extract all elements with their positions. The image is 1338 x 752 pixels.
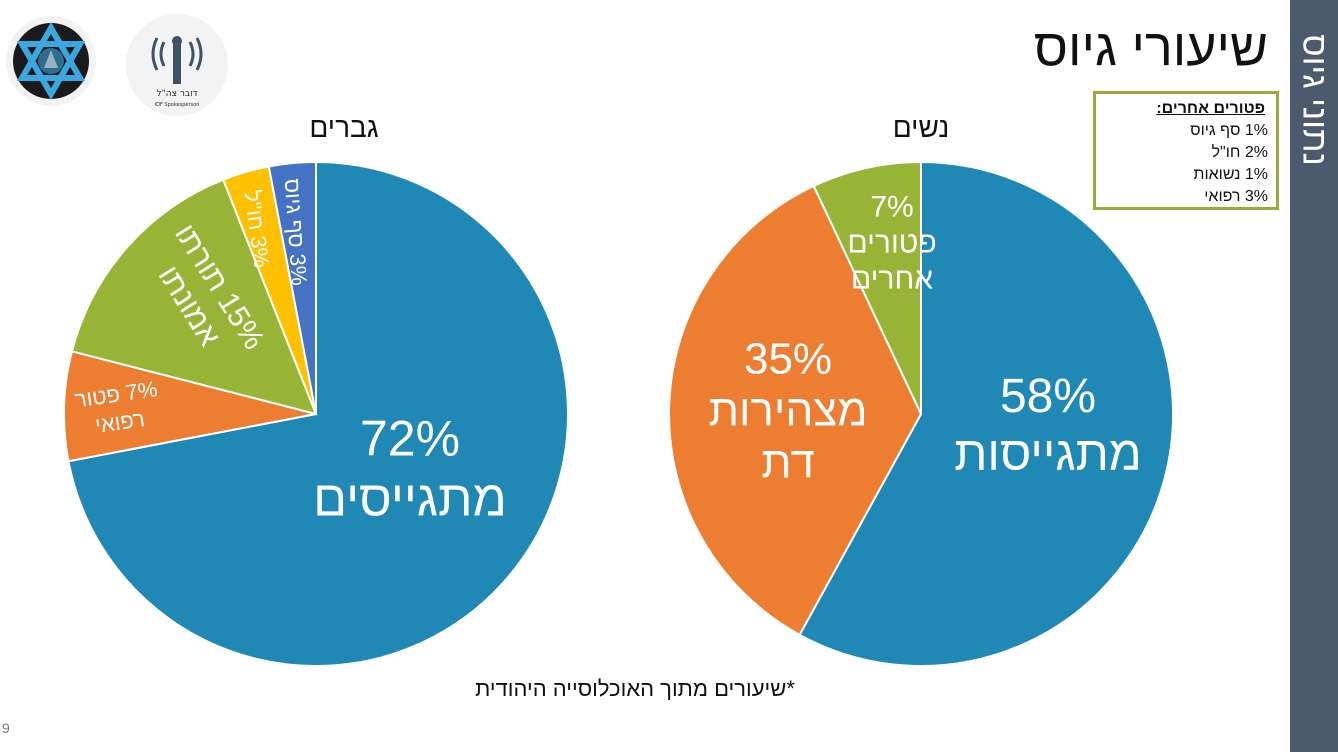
pie-1-slice-0-label-line: מתגייסות	[954, 428, 1142, 481]
pie-0-slice-0	[67, 160, 569, 667]
pie-1-title: נשים	[893, 112, 949, 143]
logo-text: דובר צה"ל	[157, 89, 198, 99]
other-exemption-item: 1% סף גיוס	[1190, 122, 1268, 139]
spokesperson-emblem-logo	[6, 16, 96, 106]
pie-0-slice-0-label-line: מתגייסים	[313, 471, 507, 527]
page-title: שיעורי גיוס	[1033, 19, 1268, 77]
pie-0-slice-1	[63, 350, 317, 463]
idf-spokesperson-logo: דובר צה"ל IDF Spokesperson	[126, 14, 228, 116]
pie-1-slice-0	[798, 160, 1174, 667]
logo-subtext: IDF Spokesperson	[155, 102, 200, 108]
pie-0-slice-4	[267, 160, 317, 415]
pie-0-title: גברים	[309, 112, 378, 143]
pie-1-slice-2	[812, 160, 922, 415]
other-exemption-item: 3% רפואי	[1204, 188, 1268, 205]
pie-0-slice-2	[70, 178, 318, 416]
pie-1-slice-2-label-line: פטורים	[847, 227, 936, 260]
star-emblem-icon	[13, 22, 89, 100]
pie-1-slice-1-label-line: 35%	[744, 334, 832, 383]
pie-1-slice-2-label-line: 7%	[870, 191, 913, 224]
other-exemption-item: 2% חו"ל	[1211, 144, 1268, 161]
pie-1-slice-1	[668, 184, 923, 637]
other-exemptions-box: פטורים אחרים: 1% סף גיוס 2% חו"ל 1% נשוא…	[1093, 91, 1279, 210]
pie-1-slice-0-label-line: 58%	[1000, 370, 1096, 423]
page-number: 9	[2, 720, 10, 736]
pie-1-slice-0-label: 58%מתגייסות	[954, 370, 1142, 481]
antenna-icon: דובר צה"ל IDF Spokesperson	[151, 36, 203, 108]
footnote: *שיעורים מתוך האוכלוסייה היהודית	[475, 676, 795, 701]
pie-1-slice-1-label-line: דת	[761, 438, 814, 487]
pie-1-slice-2-label-line: אחרים	[851, 263, 933, 296]
side-bar: נתוני גיוס	[1290, 0, 1338, 752]
pie-0-slice-0-label-line: 72%	[360, 411, 460, 467]
pie-1-slice-1-label-line: מצהירות	[709, 386, 868, 435]
other-exemption-item: 1% נשואות	[1193, 166, 1268, 183]
pie-0-slice-0-label: 72%מתגייסים	[313, 411, 507, 527]
other-exemptions-title: פטורים אחרים:	[1156, 100, 1265, 117]
